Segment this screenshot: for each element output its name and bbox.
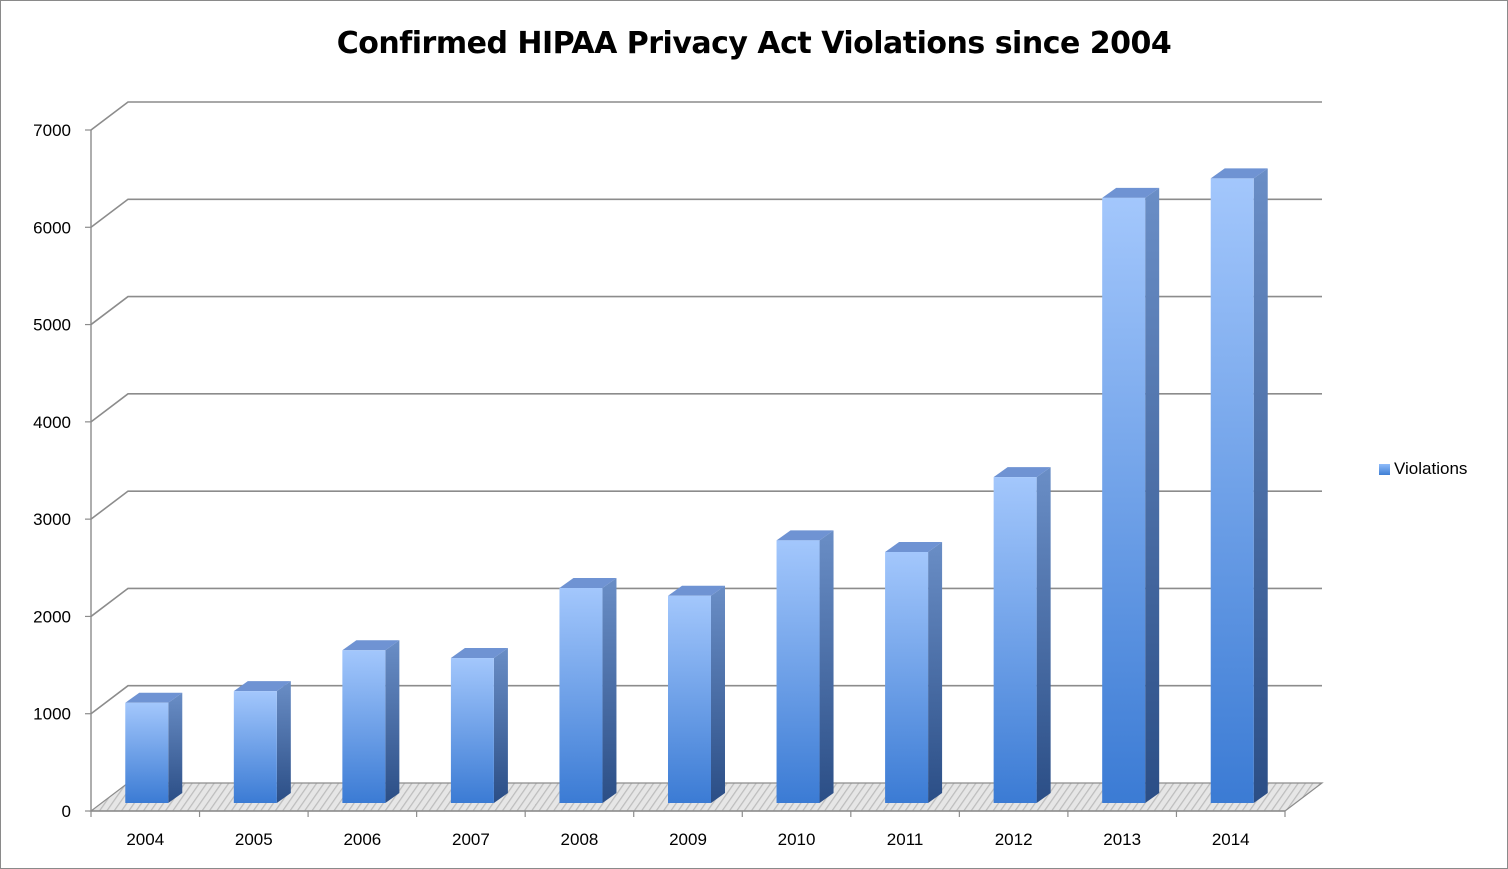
bar-top bbox=[559, 577, 617, 588]
x-tick-label: 2006 bbox=[343, 830, 381, 849]
bar-front bbox=[668, 595, 711, 803]
bar-front bbox=[993, 477, 1037, 803]
bar-front bbox=[1210, 178, 1254, 803]
bar-side bbox=[276, 681, 291, 803]
y-tick-label: 3000 bbox=[33, 510, 71, 529]
y-tick-label: 6000 bbox=[33, 218, 71, 237]
bar-side bbox=[819, 530, 834, 803]
bar-side bbox=[1253, 168, 1268, 803]
bar-front bbox=[342, 650, 386, 803]
legend-swatch bbox=[1379, 463, 1390, 475]
bar bbox=[342, 640, 400, 803]
bar bbox=[450, 648, 508, 803]
bar-top bbox=[993, 467, 1051, 478]
chart-title: Confirmed HIPAA Privacy Act Violations s… bbox=[336, 26, 1172, 61]
x-tick-label: 2013 bbox=[1103, 830, 1141, 849]
legend: Violations bbox=[1379, 459, 1467, 479]
x-tick-label: 2007 bbox=[452, 830, 490, 849]
y-tick-label: 4000 bbox=[33, 413, 71, 432]
bar-side bbox=[928, 542, 943, 803]
y-tick-label: 0 bbox=[62, 802, 71, 821]
bar-side bbox=[711, 585, 725, 803]
x-tick-label: 2014 bbox=[1212, 830, 1250, 849]
bar bbox=[125, 692, 183, 803]
bar-front bbox=[1102, 197, 1146, 803]
bar bbox=[233, 681, 291, 803]
bar-front bbox=[559, 587, 603, 803]
bar-top bbox=[1210, 168, 1268, 179]
gridline bbox=[90, 101, 1322, 131]
gridline bbox=[90, 295, 1322, 326]
x-tick-label: 2005 bbox=[235, 830, 273, 849]
bar-top bbox=[450, 648, 508, 659]
bar-side bbox=[1036, 467, 1051, 803]
x-tick-label: 2011 bbox=[887, 830, 924, 849]
bar-side bbox=[493, 648, 508, 803]
bar-top bbox=[125, 692, 183, 703]
y-tick-label: 2000 bbox=[33, 607, 71, 626]
bar bbox=[776, 530, 834, 803]
y-tick-label: 1000 bbox=[33, 705, 71, 724]
x-tick-label: 2009 bbox=[669, 830, 707, 849]
bar bbox=[993, 467, 1051, 803]
bar-top bbox=[885, 542, 943, 553]
bar-top bbox=[1102, 187, 1160, 198]
bar bbox=[1210, 168, 1268, 803]
bar-side bbox=[385, 640, 400, 803]
bar-side bbox=[602, 577, 617, 803]
bar-front bbox=[125, 702, 169, 803]
bar-top bbox=[776, 530, 834, 541]
legend-label: Violations bbox=[1394, 459, 1468, 478]
y-tick-label: 5000 bbox=[33, 316, 71, 335]
gridline bbox=[90, 393, 1322, 423]
bar-side bbox=[1145, 187, 1160, 803]
bar-front bbox=[776, 540, 820, 803]
bar bbox=[885, 542, 943, 803]
y-tick-label: 7000 bbox=[33, 121, 71, 140]
bar-side bbox=[168, 692, 183, 803]
bar-front bbox=[233, 691, 277, 803]
x-tick-label: 2012 bbox=[995, 830, 1033, 849]
bar bbox=[1102, 187, 1160, 803]
bar-front bbox=[450, 658, 494, 803]
bar bbox=[668, 585, 725, 803]
bar bbox=[559, 577, 617, 803]
x-tick-label: 2008 bbox=[561, 830, 599, 849]
x-tick-label: 2004 bbox=[126, 830, 164, 849]
bar-top bbox=[233, 681, 291, 692]
bar-front bbox=[885, 552, 929, 803]
gridline bbox=[90, 490, 1322, 520]
bar-top bbox=[668, 585, 725, 596]
x-tick-label: 2010 bbox=[778, 830, 816, 849]
gridline bbox=[90, 198, 1322, 228]
bar-top bbox=[342, 640, 400, 651]
